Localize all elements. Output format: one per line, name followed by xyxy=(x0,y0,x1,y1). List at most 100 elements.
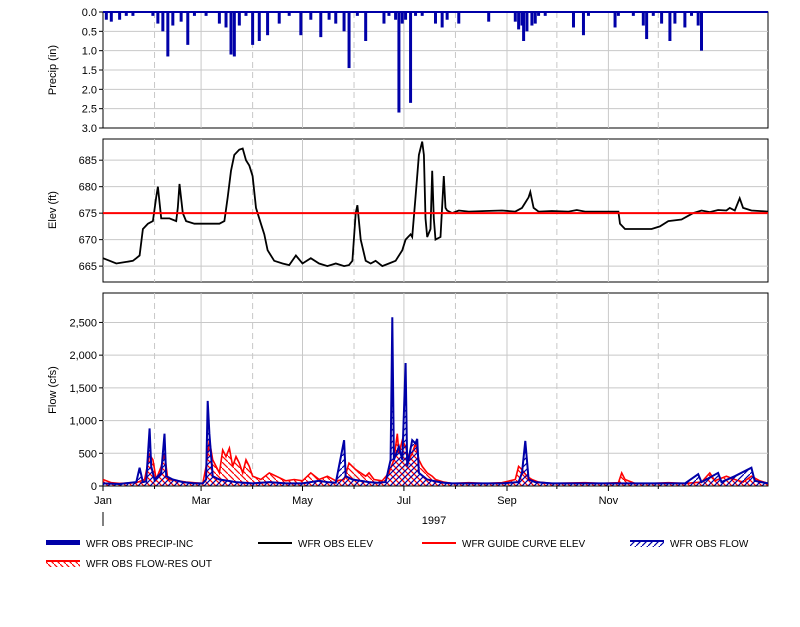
x-tick-label: Jan xyxy=(94,495,112,507)
precip-bar xyxy=(440,12,444,28)
precip-bar xyxy=(237,12,241,26)
precip-bar xyxy=(179,12,183,22)
precip-bar xyxy=(355,12,359,16)
precip-bar xyxy=(342,12,346,32)
precip-bar xyxy=(277,12,281,24)
elevation-panel: 665 670 675 680 685 Elev (ft) xyxy=(47,138,769,283)
legend-item: WFR OBS PRECIP-INC xyxy=(46,539,193,550)
y-tick-label: 685 xyxy=(79,155,97,167)
y-tick-label: 0 xyxy=(91,481,97,493)
flow-y-axis: 0 500 1,000 1,500 2,000 2,500 xyxy=(69,317,103,493)
precip-bar xyxy=(364,12,368,41)
precip-bar xyxy=(382,12,386,24)
flow-series xyxy=(102,317,769,486)
precip-bar xyxy=(487,12,491,22)
precip-bar xyxy=(104,12,108,20)
legend-hatch xyxy=(630,542,664,547)
legend-item: WFR OBS FLOW-RES OUT xyxy=(46,559,212,570)
precip-bar xyxy=(404,12,408,20)
legend-item: WFR OBS ELEV xyxy=(258,539,373,550)
precip-bar xyxy=(229,12,233,55)
precip-bar xyxy=(109,12,113,22)
precip-bar xyxy=(513,12,517,22)
legend-label: WFR OBS FLOW xyxy=(670,539,749,550)
flow-panel: 0 500 1,000 1,500 2,000 2,500 Flow (cfs) xyxy=(47,292,769,493)
precip-bar xyxy=(186,12,190,45)
precip-bar xyxy=(327,12,331,20)
y-tick-label: 675 xyxy=(79,208,97,220)
precip-bar xyxy=(673,12,677,24)
precip-bar xyxy=(232,12,236,57)
precip-bar xyxy=(204,12,208,16)
legend-hatch xyxy=(46,562,80,567)
y-tick-label: 1,500 xyxy=(69,383,97,395)
precip-bar xyxy=(571,12,575,28)
precip-bar xyxy=(457,12,461,24)
precip-bar xyxy=(517,12,521,30)
precip-bar xyxy=(683,12,687,28)
precip-bars xyxy=(104,12,703,113)
precip-grid xyxy=(103,12,768,128)
x-axis-year-label: 1997 xyxy=(422,515,446,527)
y-tick-label: 2,000 xyxy=(69,350,97,362)
legend-item: WFR GUIDE CURVE ELEV xyxy=(422,539,585,550)
precip-bar xyxy=(118,12,122,20)
precip-bar xyxy=(334,12,338,24)
precip-bar xyxy=(347,12,351,69)
precip-bar xyxy=(613,12,617,28)
precip-bar xyxy=(124,12,128,16)
x-tick-label: May xyxy=(292,495,313,507)
precip-bar xyxy=(616,12,620,16)
precip-bar xyxy=(287,12,291,16)
y-tick-label: 1.0 xyxy=(82,46,97,58)
y-tick-label: 680 xyxy=(79,182,97,194)
precip-bar xyxy=(434,12,437,24)
precip-bar xyxy=(445,12,449,20)
precip-bar xyxy=(224,12,228,28)
y-tick-label: 2.0 xyxy=(82,84,97,96)
legend-label: WFR OBS ELEV xyxy=(298,539,373,550)
precip-bar xyxy=(161,12,165,32)
precip-axis-title: Precip (in) xyxy=(47,45,59,95)
precip-bar xyxy=(166,12,170,57)
y-tick-label: 3.0 xyxy=(82,123,97,135)
y-tick-label: 2,500 xyxy=(69,317,97,329)
elevation-line xyxy=(102,141,769,268)
y-tick-label: 500 xyxy=(79,448,97,460)
x-tick-label: Nov xyxy=(599,495,619,507)
precip-bar xyxy=(387,12,391,16)
precip-bar xyxy=(420,12,424,16)
precip-bar xyxy=(645,12,649,40)
precip-bar xyxy=(217,12,221,24)
precip-bar xyxy=(397,12,401,113)
precip-bar xyxy=(192,12,196,16)
legend-label: WFR OBS PRECIP-INC xyxy=(86,539,193,550)
precip-bar xyxy=(537,12,541,16)
y-tick-label: 0.0 xyxy=(82,7,97,19)
precip-bar xyxy=(319,12,323,38)
precip-bar xyxy=(581,12,585,36)
precip-bar xyxy=(522,12,526,41)
obs-flow-line xyxy=(102,317,769,486)
y-tick-label: 1,000 xyxy=(69,416,97,428)
precip-bar xyxy=(651,12,655,16)
precip-bar xyxy=(257,12,261,41)
precip-bar xyxy=(700,12,703,51)
precip-bar xyxy=(171,12,175,26)
precip-bar xyxy=(151,12,155,16)
precip-bar xyxy=(641,12,645,26)
precip-bar xyxy=(266,12,270,36)
precip-bar xyxy=(696,12,700,26)
precip-bar xyxy=(400,12,404,24)
elevation-series xyxy=(102,141,769,268)
precip-bar xyxy=(244,12,248,16)
precip-bar xyxy=(533,12,537,24)
precip-bar xyxy=(409,12,413,103)
precip-bar xyxy=(394,12,398,20)
precip-bar xyxy=(131,12,135,16)
legend-label: WFR GUIDE CURVE ELEV xyxy=(462,539,585,550)
precip-bar xyxy=(525,12,529,32)
precip-bar xyxy=(543,12,547,16)
elevation-plot-area xyxy=(102,138,769,283)
